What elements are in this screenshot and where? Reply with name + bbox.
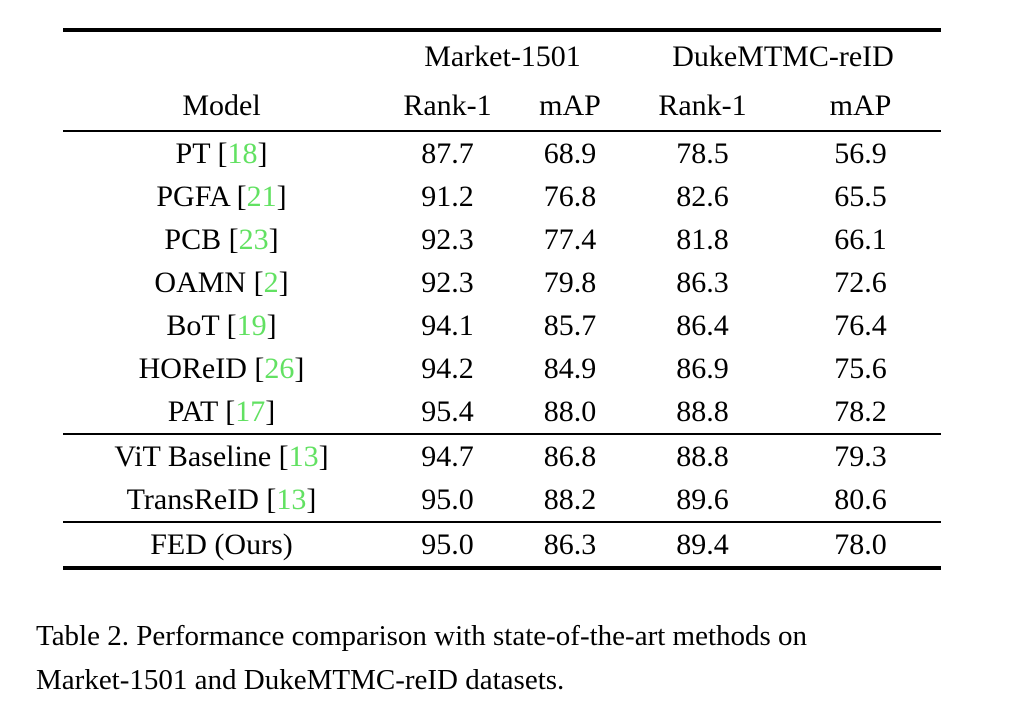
table-row: HOReID [26] 94.2 84.9 86.9 75.6 — [63, 347, 941, 390]
metric-value: 81.8 — [676, 222, 729, 256]
column-header-rank1-duke: Rank-1 — [658, 88, 747, 122]
metric-value: 86.9 — [676, 351, 729, 385]
metric-value: 94.7 — [380, 433, 515, 478]
citation-ref: 23 — [238, 222, 269, 256]
metric-value: 88.8 — [676, 394, 729, 428]
metric-value: 86.3 — [676, 265, 729, 299]
citation-ref: 18 — [227, 136, 258, 170]
dataset-header-market: Market-1501 — [424, 39, 581, 73]
table-caption-line: Table 2. Performance comparison with sta… — [36, 620, 808, 652]
model-name: PT [18] — [175, 136, 268, 170]
model-name: BoT [19] — [166, 308, 277, 342]
model-name: TransReID [13] — [126, 482, 317, 516]
metric-value: 88.2 — [543, 482, 597, 516]
table-row: OAMN [2] 92.3 79.8 86.3 72.6 — [63, 261, 941, 304]
citation-ref: 13 — [276, 482, 307, 516]
metric-value: 76.4 — [834, 308, 887, 342]
metric-value: 79.8 — [543, 265, 597, 299]
column-header-map-duke: mAP — [829, 88, 892, 122]
table-caption: Table 2. Performance comparison with sta… — [36, 614, 986, 702]
metric-value: 78.2 — [834, 394, 887, 428]
dataset-header-duke: DukeMTMC-reID — [672, 39, 894, 73]
metric-value: 94.1 — [421, 308, 474, 342]
model-name: ViT Baseline [13] — [63, 433, 380, 478]
model-name: PCB [23] — [164, 222, 279, 256]
citation-ref: 17 — [235, 394, 266, 428]
table-row: BoT [19] 94.1 85.7 86.4 76.4 — [63, 304, 941, 347]
metric-value: 88.0 — [543, 394, 597, 428]
metric-value: 95.4 — [421, 394, 474, 428]
metric-value: 84.9 — [543, 351, 597, 385]
model-name: HOReID [26] — [138, 351, 305, 385]
metric-value: 85.7 — [543, 308, 597, 342]
metric-value: 75.6 — [834, 351, 887, 385]
metric-value: 87.7 — [421, 136, 474, 170]
table-header: Market-1501 DukeMTMC-reID Model Rank-1 m… — [63, 30, 941, 131]
citation-ref: 21 — [246, 179, 277, 213]
metric-value: 92.3 — [421, 265, 474, 299]
table-body: PT [18] 87.7 68.9 78.5 56.9 PGFA [21] 91.2 76.8… — [63, 131, 941, 568]
metric-value: 80.6 — [834, 482, 887, 516]
table-row: PT [18] 87.7 68.9 78.5 56.9 — [63, 131, 941, 175]
citation-ref: 19 — [236, 308, 267, 342]
dataset-header-row: Market-1501 DukeMTMC-reID — [63, 30, 941, 81]
metric-value: 82.6 — [676, 179, 729, 213]
metric-value: 77.4 — [543, 222, 597, 256]
corner-cell — [63, 30, 380, 81]
citation-ref: 26 — [264, 351, 295, 385]
metric-value: 89.6 — [676, 482, 729, 516]
column-header-rank1-market: Rank-1 — [403, 88, 492, 122]
metric-value: 79.3 — [780, 433, 941, 478]
metric-value: 72.6 — [834, 265, 887, 299]
metric-value: 89.4 — [625, 521, 780, 568]
metric-value: 86.3 — [515, 521, 625, 568]
metric-value: 78.5 — [676, 136, 729, 170]
column-header-map-market: mAP — [539, 88, 601, 122]
table-caption-line: Market-1501 and DukeMTMC-reID datasets. — [36, 664, 565, 696]
model-name: PAT [17] — [167, 394, 276, 428]
results-table: Market-1501 DukeMTMC-reID Model Rank-1 m… — [63, 28, 941, 570]
citation-ref: 13 — [288, 439, 319, 473]
column-header-model: Model — [182, 88, 261, 122]
table-row: PCB [23] 92.3 77.4 81.8 66.1 — [63, 218, 941, 261]
table-row: PGFA [21] 91.2 76.8 82.6 65.5 — [63, 175, 941, 218]
model-name: FED (Ours) — [63, 521, 380, 568]
metric-value: 95.0 — [421, 482, 474, 516]
citation-ref: 2 — [263, 265, 279, 299]
metric-value: 95.0 — [380, 521, 515, 568]
metric-value: 92.3 — [421, 222, 474, 256]
metric-value: 78.0 — [780, 521, 941, 568]
metric-value: 76.8 — [543, 179, 597, 213]
model-name: PGFA [21] — [156, 179, 287, 213]
metric-value: 91.2 — [421, 179, 474, 213]
metric-value: 86.8 — [515, 433, 625, 478]
metric-value: 88.8 — [625, 433, 780, 478]
table-row: PAT [17] 95.4 88.0 88.8 78.2 — [63, 390, 941, 434]
metric-value: 56.9 — [834, 136, 887, 170]
table-row: FED (Ours) 95.0 86.3 89.4 78.0 — [63, 521, 941, 568]
table-row: TransReID [13] 95.0 88.2 89.6 80.6 — [63, 478, 941, 522]
metric-value: 94.2 — [421, 351, 474, 385]
metric-value: 66.1 — [834, 222, 887, 256]
metric-value: 68.9 — [543, 136, 597, 170]
column-header-row: Model Rank-1 mAP Rank-1 mAP — [63, 81, 941, 131]
metric-value: 65.5 — [834, 179, 887, 213]
model-name: OAMN [2] — [154, 265, 289, 299]
metric-value: 86.4 — [676, 308, 729, 342]
paper-page: Market-1501 DukeMTMC-reID Model Rank-1 m… — [0, 28, 1016, 716]
table-row: ViT Baseline [13] 94.7 86.8 88.8 79.3 — [63, 433, 941, 478]
